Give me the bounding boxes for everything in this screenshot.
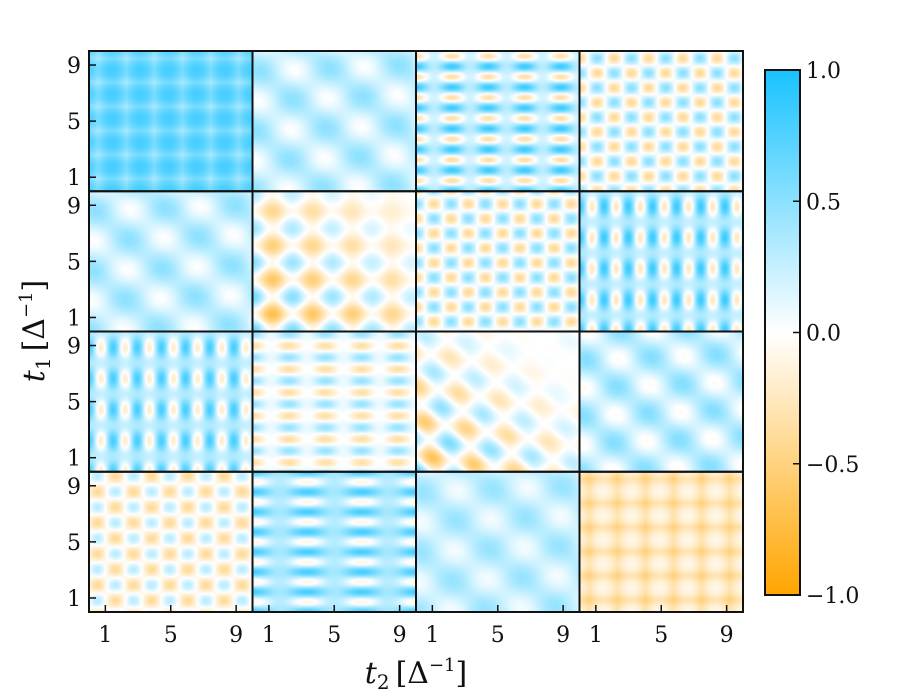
heatmap-panel (253, 332, 416, 472)
colorbar-tick-label: 0.0 (806, 322, 841, 347)
panel-frame (415, 50, 581, 193)
heatmap-panel (253, 191, 416, 331)
x-axis-label: t2 [Δ−1] (365, 655, 467, 694)
panel-frame (251, 190, 417, 333)
colorbar-tick-label: −1.0 (806, 584, 859, 609)
panel-frame (415, 330, 581, 473)
x-tick-label: 9 (556, 623, 570, 648)
y-tick-label: 9 (67, 54, 81, 79)
panel-frame (251, 330, 417, 473)
colorbar-tick-label: −0.5 (806, 453, 859, 478)
panel-frame (415, 190, 581, 333)
x-tick-label: 1 (589, 623, 603, 648)
heatmap-panel (416, 191, 579, 331)
heatmap-panel (580, 332, 743, 472)
y-tick-label: 5 (67, 391, 81, 416)
heatmap-panel (580, 51, 743, 191)
heatmap-panel (580, 191, 743, 331)
y-tick-label: 9 (67, 335, 81, 360)
heatmap-panel (253, 472, 416, 612)
colorbar-tick-label: 1.0 (806, 59, 841, 84)
x-tick-label: 1 (262, 623, 276, 648)
panel-frame (578, 330, 744, 473)
y-tick-label: 9 (67, 475, 81, 500)
y-tick-label: 1 (67, 166, 81, 191)
x-tick-label: 9 (229, 623, 243, 648)
y-axis-label: t1[Δ−1] (16, 280, 55, 382)
heatmap-panel (89, 191, 252, 331)
panel-frame (88, 470, 254, 613)
heatmap-panel (89, 51, 252, 191)
colorbar-ticks: 1.0 0.5 0.0 −0.5 −1.0 (764, 59, 859, 609)
heatmap-panel (253, 51, 416, 191)
y-tick-label: 5 (67, 250, 81, 275)
x-tick-label: 9 (720, 623, 734, 648)
y-tick-label: 9 (67, 194, 81, 219)
heatmap-panel (416, 472, 579, 612)
y-tick-label: 5 (67, 110, 81, 135)
heatmap-panel (580, 472, 743, 612)
heatmap-panel (416, 332, 579, 472)
x-tick-label: 9 (393, 623, 407, 648)
panel-frame (578, 190, 744, 333)
heatmap-panel (89, 332, 252, 472)
heatmap-panel (416, 51, 579, 191)
panel-frame (251, 50, 417, 193)
panel-frames (88, 50, 744, 613)
heatmap-panel (89, 472, 252, 612)
x-tick-label: 1 (425, 623, 439, 648)
panel-frame (88, 330, 254, 473)
x-tick-label: 5 (654, 623, 668, 648)
panel-frame (88, 190, 254, 333)
y-tick-label: 1 (67, 306, 81, 331)
panel-frame (578, 470, 744, 613)
y-ticks: 1 5 9 1 5 9 1 5 9 1 5 9 (67, 54, 96, 612)
y-tick-label: 1 (67, 587, 81, 612)
heatmap-grid (89, 51, 743, 612)
colorbar-tick-label: 0.5 (806, 190, 841, 215)
panel-frame (251, 470, 417, 613)
x-tick-label: 5 (327, 623, 341, 648)
x-tick-label: 5 (491, 623, 505, 648)
y-tick-label: 5 (67, 531, 81, 556)
panel-frame (415, 470, 581, 613)
x-tick-label: 5 (164, 623, 178, 648)
panel-frame (578, 50, 744, 193)
y-tick-label: 1 (67, 447, 81, 472)
panel-frame (88, 50, 254, 193)
x-tick-label: 1 (98, 623, 112, 648)
